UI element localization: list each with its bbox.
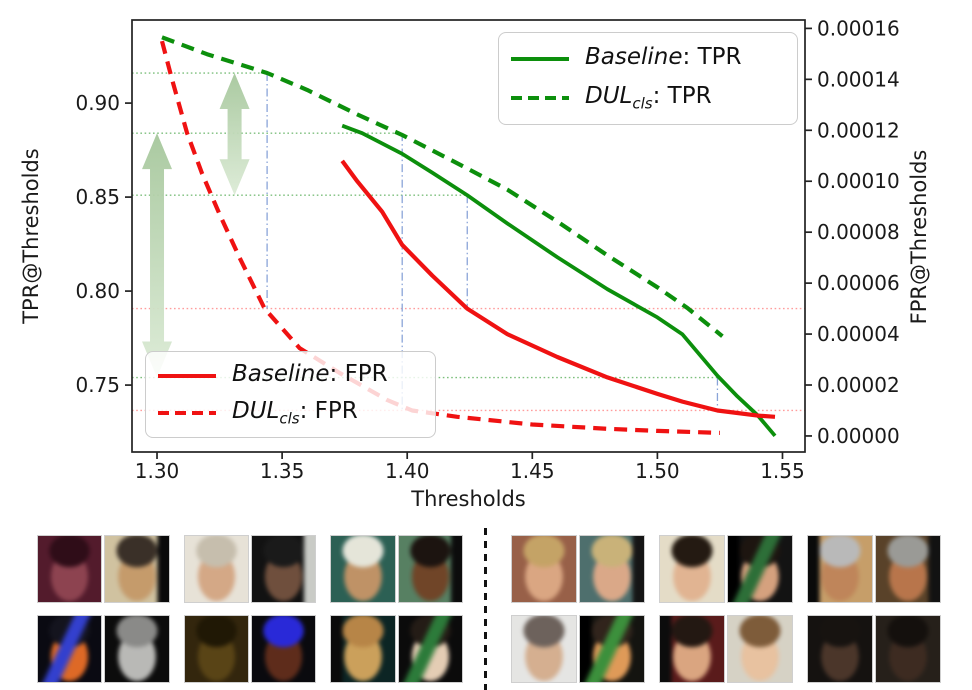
x-axis-title: Thresholds <box>410 487 525 511</box>
face-image <box>183 615 249 683</box>
face-pair <box>511 615 645 683</box>
face-image <box>104 615 170 683</box>
face-image <box>511 615 577 683</box>
tpr-legend: Baseline: TPR DULcls: TPR <box>498 32 798 125</box>
face-image <box>511 535 577 603</box>
face-image <box>579 535 645 603</box>
face-pair <box>330 535 464 603</box>
tpr-improvement-arrow <box>219 73 250 196</box>
dashed-green-line-sample <box>511 96 569 101</box>
face-image <box>37 615 103 683</box>
x-tick-label: 1.45 <box>510 459 555 483</box>
y-left-tick-label: 0.85 <box>75 185 120 209</box>
face-image <box>807 615 873 683</box>
legend-label: Baseline <box>232 361 330 388</box>
face-pair <box>183 615 317 683</box>
face-pair <box>37 535 170 603</box>
x-tick-label: 1.30 <box>135 459 180 483</box>
face-pair <box>659 615 793 683</box>
y-left-tick-label: 0.75 <box>75 373 120 397</box>
face-image <box>727 535 793 603</box>
series-baseline-fpr <box>340 159 776 419</box>
legend-label: Baseline <box>585 43 683 70</box>
face-image <box>330 535 396 603</box>
y-right-tick-label: 0.00002 <box>817 373 900 397</box>
face-image <box>251 615 317 683</box>
face-image <box>875 615 941 683</box>
verification-pairs-left-group <box>37 535 464 683</box>
tpr-improvement-arrow <box>142 133 173 378</box>
face-image <box>807 535 873 603</box>
x-tick-label: 1.40 <box>385 459 430 483</box>
legend-entry-dul-fpr: DULcls: FPR <box>158 395 421 432</box>
y-right-tick-label: 0.00014 <box>817 67 900 91</box>
verification-pairs-right-group <box>511 535 941 683</box>
y-right-tick-label: 0.00008 <box>817 220 900 244</box>
fpr-legend: Baseline: FPR DULcls: FPR <box>145 351 436 438</box>
face-image <box>659 535 725 603</box>
solid-red-line-sample <box>158 374 216 379</box>
y-left-tick-label: 0.90 <box>75 91 120 115</box>
y-left-axis-title: TPR@Thresholds <box>19 148 43 325</box>
face-image <box>37 535 103 603</box>
legend-label: DUL <box>232 397 280 424</box>
face-pair <box>659 535 793 603</box>
y-right-axis-title: FPR@Thresholds <box>907 150 931 325</box>
series-baseline-tpr <box>341 123 777 438</box>
face-image <box>397 615 464 683</box>
y-right-tick-label: 0.00004 <box>817 322 900 346</box>
series-dul-cls-tpr <box>161 35 724 338</box>
face-image <box>183 535 249 603</box>
y-right-tick-label: 0.00006 <box>817 271 900 295</box>
roc-chart-svg: 1.30 1.35 1.40 1.45 1.50 1.55 0.90 0.85 0.80 0.75… <box>19 16 931 511</box>
face-image <box>251 535 317 603</box>
legend-entry-baseline-tpr: Baseline: TPR <box>511 39 783 79</box>
face-pair <box>511 535 645 603</box>
legend-label: DUL <box>585 83 633 110</box>
group-separator-dashed-line <box>484 528 487 690</box>
face-image <box>875 535 941 603</box>
plot-border <box>131 19 806 453</box>
face-image <box>330 615 396 683</box>
legend-entry-dul-tpr: DULcls: TPR <box>511 79 783 119</box>
face-image <box>104 535 170 603</box>
y-right-tick-label: 0.00000 <box>817 424 900 448</box>
dashed-red-line-sample <box>158 410 216 415</box>
face-image <box>579 615 645 683</box>
face-image <box>727 615 793 683</box>
face-image <box>397 535 464 603</box>
face-pair <box>330 615 464 683</box>
y-right-tick-label: 0.00016 <box>817 16 900 40</box>
x-tick-label: 1.55 <box>760 459 805 483</box>
x-tick-label: 1.50 <box>635 459 680 483</box>
face-pair <box>183 535 317 603</box>
x-tick-label: 1.35 <box>260 459 305 483</box>
y-right-tick-label: 0.00010 <box>817 169 900 193</box>
y-left-tick-label: 0.80 <box>75 279 120 303</box>
y-right-tick-label: 0.00012 <box>817 118 900 142</box>
face-pair <box>807 615 941 683</box>
face-pair <box>807 535 941 603</box>
face-image <box>659 615 725 683</box>
face-pair <box>37 615 170 683</box>
legend-entry-baseline-fpr: Baseline: FPR <box>158 358 421 395</box>
solid-green-line-sample <box>511 56 569 61</box>
